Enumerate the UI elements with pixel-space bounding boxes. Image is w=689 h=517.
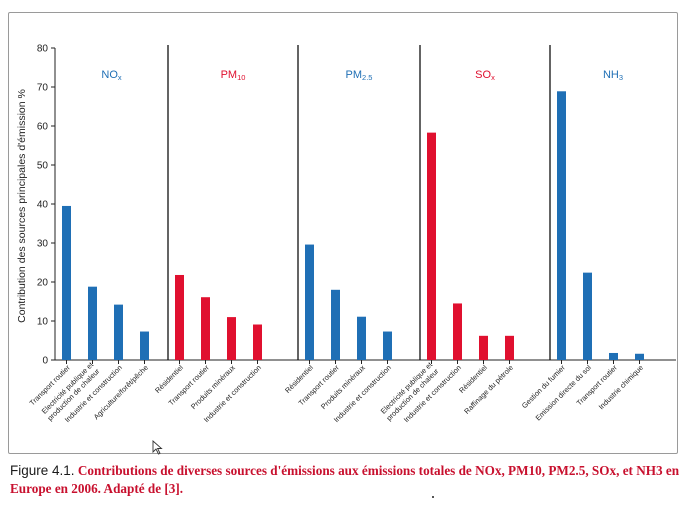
bar	[635, 353, 644, 360]
bar	[62, 205, 71, 360]
bar	[557, 91, 566, 360]
mouse-pointer-icon	[152, 440, 163, 455]
figure-caption: Figure 4.1. Contributions de diverses so…	[10, 462, 680, 498]
y-tick-label: 30	[37, 239, 49, 250]
bar	[427, 132, 436, 360]
panel-title-nox: NOx	[101, 69, 122, 82]
figure-label: Figure 4.1.	[10, 463, 75, 478]
y-tick-label: 40	[37, 200, 49, 211]
bar	[357, 316, 366, 360]
bar	[140, 331, 149, 360]
category-label: Gestion du fumier	[520, 363, 567, 410]
bar	[453, 303, 462, 360]
category-label: Raffinage du pétrole	[462, 363, 515, 416]
y-axis-label: Contribution des sources principales d'é…	[16, 89, 28, 323]
caption-text: Contributions de diverses sources d'émis…	[10, 463, 680, 496]
panel-title-pm25: PM2.5	[346, 69, 373, 82]
bar	[88, 286, 97, 360]
y-tick-label: 70	[37, 83, 49, 94]
y-tick-label: 60	[37, 122, 49, 133]
bar	[114, 304, 123, 360]
panel-title-nh3: NH3	[603, 69, 623, 82]
y-tick-label: 0	[42, 356, 48, 367]
bar	[227, 317, 236, 360]
y-tick-label: 10	[37, 317, 49, 328]
bar	[479, 335, 488, 360]
panel-title-sox: SOx	[475, 69, 495, 82]
bar	[253, 324, 262, 360]
bar	[331, 289, 340, 360]
stray-dot	[432, 496, 434, 498]
bar	[383, 331, 392, 360]
bar	[505, 335, 514, 360]
bar	[305, 244, 314, 360]
y-tick-label: 20	[37, 278, 49, 289]
bar	[583, 272, 592, 360]
panel-title-pm10: PM10	[221, 69, 246, 82]
y-tick-label: 50	[37, 161, 49, 172]
category-label: Industrie chimique	[597, 363, 645, 411]
bar	[175, 274, 184, 360]
bar	[609, 352, 618, 360]
bar	[201, 297, 210, 360]
y-tick-label: 80	[37, 44, 49, 55]
figure-frame	[8, 12, 678, 454]
